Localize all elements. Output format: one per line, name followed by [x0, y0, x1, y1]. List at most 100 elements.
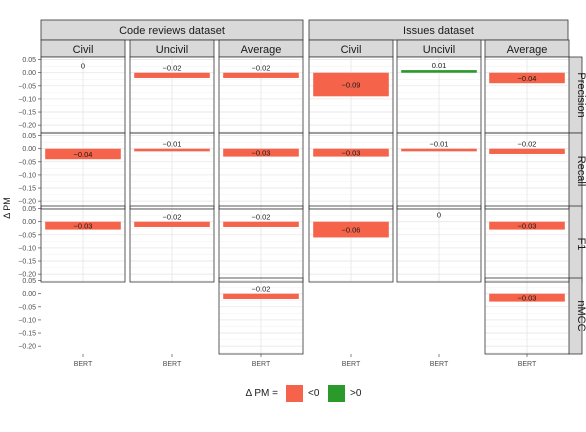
y-tick-label: 0.05 — [22, 206, 36, 213]
legend-label-positive: >0 — [350, 388, 362, 399]
legend-title: Δ PM = — [245, 388, 278, 399]
y-axis-title: Δ PM — [2, 197, 12, 219]
column-strip-label: Uncivil — [423, 44, 455, 56]
y-tick-label: −0.15 — [18, 186, 36, 193]
y-tick-label: −0.20 — [18, 123, 36, 130]
column-strip-label: Civil — [73, 44, 94, 56]
bar — [401, 148, 477, 152]
bar-value-label: −0.03 — [252, 149, 271, 158]
bar-value-label: −0.02 — [163, 64, 182, 73]
panel-border — [396, 205, 482, 283]
legend-swatch-positive — [328, 385, 345, 402]
y-tick-label: 0.00 — [22, 219, 36, 226]
bar — [313, 221, 389, 238]
bar — [223, 221, 299, 227]
bar-value-label: −0.03 — [518, 294, 537, 303]
bar-value-label: 0.01 — [432, 61, 447, 70]
y-tick-label: −0.05 — [18, 159, 36, 166]
bar — [313, 148, 389, 157]
y-tick-label: −0.05 — [18, 232, 36, 239]
bar — [489, 72, 565, 84]
y-tick-label: −0.20 — [18, 344, 36, 351]
panel-border — [484, 132, 570, 210]
bar-value-label: −0.01 — [163, 140, 182, 149]
y-tick-label: −0.05 — [18, 83, 36, 90]
bar-value-label: −0.03 — [518, 222, 537, 231]
y-tick-label: 0.05 — [22, 133, 36, 140]
bar-value-label: −0.09 — [342, 81, 361, 90]
y-tick-label: −0.15 — [18, 259, 36, 266]
bar — [489, 221, 565, 230]
bar-value-label: −0.02 — [252, 285, 271, 294]
bar — [313, 72, 389, 97]
bar-value-label: −0.04 — [74, 150, 93, 159]
y-tick-label: −0.10 — [18, 96, 36, 103]
panel-border — [396, 132, 482, 210]
bar-value-label: 0 — [437, 211, 441, 220]
bar-value-label: −0.04 — [518, 74, 537, 83]
panel-border — [40, 205, 126, 283]
column-strip-label: Average — [241, 44, 282, 56]
y-tick-label: 0.05 — [22, 57, 36, 64]
column-strip-label: Average — [507, 44, 548, 56]
y-tick-label: −0.10 — [18, 172, 36, 179]
panel-border — [308, 205, 394, 283]
x-tick-label: BERT — [342, 361, 361, 368]
x-tick-label: BERT — [518, 361, 537, 368]
metric-strip-label: F1 — [575, 238, 586, 251]
bar — [45, 148, 121, 160]
x-tick-label: BERT — [252, 361, 271, 368]
bar — [489, 293, 565, 302]
metric-strip-label: Recall — [575, 156, 586, 187]
bar — [223, 293, 299, 299]
metric-strip-label: nMCC — [575, 300, 586, 331]
y-tick-label: −0.15 — [18, 110, 36, 117]
bar — [134, 148, 210, 152]
legend-label-negative: <0 — [308, 388, 320, 399]
bar — [134, 72, 210, 78]
y-tick-label: −0.20 — [18, 199, 36, 206]
bar-value-label: −0.02 — [252, 213, 271, 222]
column-strip-label: Uncivil — [156, 44, 188, 56]
bar-value-label: −0.02 — [163, 213, 182, 222]
x-tick-label: BERT — [74, 361, 93, 368]
panel-border — [40, 132, 126, 210]
panel-border — [129, 205, 215, 283]
y-tick-label: 0.00 — [22, 146, 36, 153]
y-tick-label: −0.10 — [18, 245, 36, 252]
column-strip-label: Civil — [341, 44, 362, 56]
legend-swatch-negative — [286, 385, 303, 402]
y-tick-label: −0.05 — [18, 304, 36, 311]
dataset-strip-label: Code reviews dataset — [119, 25, 225, 37]
dataset-strip-label: Issues dataset — [403, 25, 474, 37]
bar — [223, 72, 299, 78]
metric-strip-label: Precision — [575, 72, 586, 117]
bar-value-label: −0.02 — [252, 64, 271, 73]
x-tick-label: BERT — [430, 361, 449, 368]
bar — [401, 70, 477, 73]
y-tick-label: 0.00 — [22, 70, 36, 77]
panel-border — [218, 132, 304, 210]
panel-border — [308, 132, 394, 210]
bar-value-label: −0.03 — [342, 149, 361, 158]
bar-value-label: 0 — [81, 62, 85, 71]
y-tick-label: −0.15 — [18, 331, 36, 338]
panel-border — [129, 132, 215, 210]
y-tick-label: −0.20 — [18, 272, 36, 279]
bar — [134, 221, 210, 227]
bar-value-label: −0.03 — [74, 222, 93, 231]
panel-border — [484, 205, 570, 283]
bar-value-label: −0.01 — [430, 140, 449, 149]
bar-value-label: −0.06 — [342, 226, 361, 235]
bar — [45, 221, 121, 230]
bar — [489, 148, 565, 154]
panel-border — [218, 205, 304, 283]
y-tick-label: 0.00 — [22, 291, 36, 298]
bar — [223, 148, 299, 157]
y-tick-label: 0.05 — [22, 278, 36, 285]
bar-value-label: −0.02 — [518, 140, 537, 149]
y-tick-label: −0.10 — [18, 317, 36, 324]
x-tick-label: BERT — [163, 361, 182, 368]
